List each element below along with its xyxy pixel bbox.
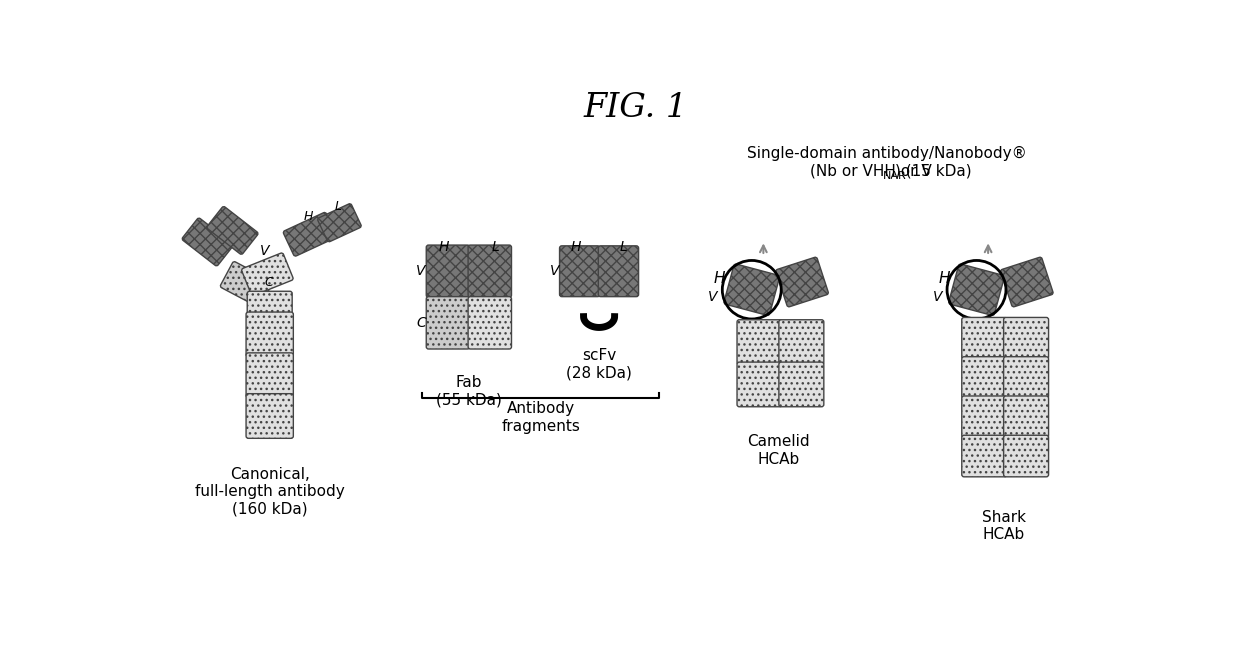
Text: scFv
(28 kDa): scFv (28 kDa) [567,349,632,381]
FancyBboxPatch shape [242,253,293,296]
Text: V: V [551,264,559,278]
Text: C: C [415,316,425,330]
FancyBboxPatch shape [779,320,823,365]
FancyBboxPatch shape [247,291,293,319]
Text: Single-domain antibody/Nanobody®: Single-domain antibody/Nanobody® [748,146,1027,161]
FancyBboxPatch shape [246,353,294,397]
FancyBboxPatch shape [599,246,639,296]
Text: Canonical,
full-length antibody
(160 kDa): Canonical, full-length antibody (160 kDa… [195,467,345,516]
Text: Shark
HCAb: Shark HCAb [982,510,1025,543]
FancyBboxPatch shape [427,296,470,349]
FancyBboxPatch shape [221,262,273,307]
FancyBboxPatch shape [469,296,511,349]
FancyBboxPatch shape [962,317,1007,359]
Text: L: L [620,240,627,254]
FancyBboxPatch shape [427,245,470,298]
Text: H: H [570,240,582,254]
Text: V: V [932,290,942,304]
Text: V: V [417,264,425,278]
FancyBboxPatch shape [1003,357,1049,398]
Text: H: H [439,240,449,254]
FancyBboxPatch shape [962,357,1007,398]
Text: H: H [713,272,725,286]
Text: NAR: NAR [883,171,906,181]
Text: (Nb or VHH or V: (Nb or VHH or V [810,163,931,178]
Text: V: V [708,290,718,304]
FancyBboxPatch shape [1003,396,1049,438]
FancyBboxPatch shape [559,246,600,296]
FancyBboxPatch shape [776,257,828,307]
Text: C: C [264,276,273,288]
FancyBboxPatch shape [1001,257,1053,307]
FancyBboxPatch shape [284,213,336,256]
Text: V: V [260,244,270,258]
Text: Camelid
HCAb: Camelid HCAb [748,434,810,467]
FancyBboxPatch shape [737,362,782,407]
FancyBboxPatch shape [962,396,1007,438]
FancyBboxPatch shape [724,264,780,315]
FancyBboxPatch shape [779,362,823,407]
FancyBboxPatch shape [1003,436,1049,477]
FancyBboxPatch shape [1003,317,1049,359]
FancyBboxPatch shape [469,245,511,298]
FancyBboxPatch shape [182,218,233,266]
FancyBboxPatch shape [246,393,294,438]
FancyBboxPatch shape [962,436,1007,477]
FancyBboxPatch shape [207,207,258,254]
Text: H: H [939,272,950,286]
Text: H: H [304,210,314,223]
FancyBboxPatch shape [317,204,361,242]
Text: Antibody
fragments: Antibody fragments [501,401,580,434]
Text: ) (15 kDa): ) (15 kDa) [895,163,971,178]
Text: Fab
(55 kDa): Fab (55 kDa) [436,375,502,407]
Text: L: L [335,200,341,213]
FancyBboxPatch shape [246,312,294,357]
FancyBboxPatch shape [737,320,782,365]
Text: FIG. 1: FIG. 1 [584,92,687,124]
FancyBboxPatch shape [949,264,1004,315]
Text: L: L [492,240,500,254]
